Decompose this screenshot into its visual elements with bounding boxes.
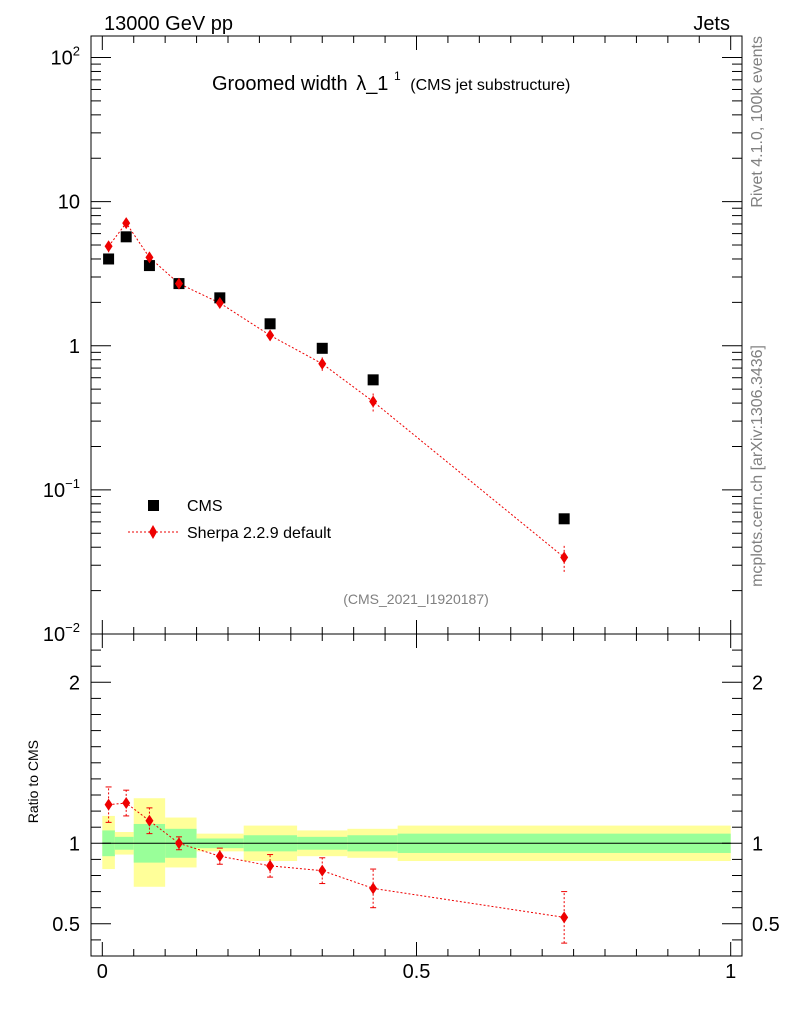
ratio-mc-points [104,797,569,924]
ratio-y-axis-label: Ratio to CMS [25,740,41,823]
legend-cms-marker [148,500,159,511]
analysis-id-label: (CMS_2021_I1920187) [343,591,489,607]
header-beam-label: 13000 GeV pp [104,13,233,35]
main-y-tick-labels: 102 10 1 10−1 10−2 [43,44,80,646]
cms-point [316,342,328,354]
ratio-y-tick-label-right: 1 [752,833,763,855]
cms-point [367,374,379,386]
ratio-y-tick-label-right: 2 [752,672,763,694]
plot-title: Groomed width λ_1 1 (CMS jet substructur… [212,63,570,95]
mc-point [174,277,183,290]
main-panel: Groomed width λ_1 1 (CMS jet substructur… [43,35,743,646]
ratio-point [174,837,183,850]
legend-cms-label: CMS [187,498,223,515]
cms-point [103,253,115,265]
x-tick-label: 0.5 [403,961,431,983]
cms-point [264,318,276,330]
main-y-tick-label: 102 [51,44,80,70]
title-main: Groomed width [212,73,348,95]
ratio-panel-frame [90,633,743,957]
ratio-point [215,850,224,863]
ratio-point [145,814,154,827]
mc-point [215,296,224,309]
mc-point [560,551,569,564]
ratio-y-tick-labels: 0.5 0.5 1 1 2 2 [52,672,780,936]
rivet-version-label: Rivet 4.1.0, 100k events [749,36,766,208]
mcplots-label: mcplots.cern.ch [arXiv:1306.3436] [749,345,766,587]
ratio-axis-ticks [91,633,742,956]
mc-point [266,329,275,342]
ratio-panel: 0.5 0.51 12 2 0 0.5 1 Ratio to CMS [25,633,780,983]
mc-point [145,251,154,264]
cms-point [558,513,570,525]
x-tick-label: 0 [97,961,108,983]
cms-data-points [103,231,570,525]
cms-point [120,231,132,243]
mc-series-line [108,222,565,558]
legend-mc-label: Sherpa 2.2.9 default [187,525,332,542]
ratio-y-tick-label-left: 1 [69,833,80,855]
ratio-point [318,864,327,877]
x-tick-labels: 0 0.5 1 [97,961,737,983]
mc-point [104,240,113,253]
ratio-point [560,911,569,924]
mc-error-bars [108,218,565,572]
mc-data-points [104,217,569,564]
ratio-y-tick-label-right: 0.5 [752,914,780,936]
mc-point [369,395,378,408]
main-panel-frame [90,35,743,635]
mc-point [122,217,131,230]
ratio-uncertainty-bands [102,798,731,887]
x-tick-label: 1 [725,961,736,983]
ratio-point [369,882,378,895]
title-symbol: λ_1 [356,73,388,95]
main-y-tick-label: 10−2 [43,620,80,646]
mc-line [108,222,565,558]
title-note: (CMS jet substructure) [410,77,570,94]
ratio-y-tick-label-left: 0.5 [52,914,80,936]
ratio-point [266,859,275,872]
ratio-y-tick-label-left: 2 [69,672,80,694]
title-superscript: 1 [394,69,401,83]
main-axis-ticks [91,36,742,635]
ratio-point [104,798,113,811]
mc-point [318,357,327,370]
main-y-tick-label: 10−1 [43,476,80,502]
legend: CMS Sherpa 2.2.9 default [128,498,332,542]
cms-point [143,260,155,272]
main-y-tick-label: 10 [58,192,80,214]
header-process-label: Jets [693,13,730,35]
ratio-point [122,797,131,810]
main-y-tick-label: 1 [69,336,80,358]
legend-mc-marker [149,525,157,539]
